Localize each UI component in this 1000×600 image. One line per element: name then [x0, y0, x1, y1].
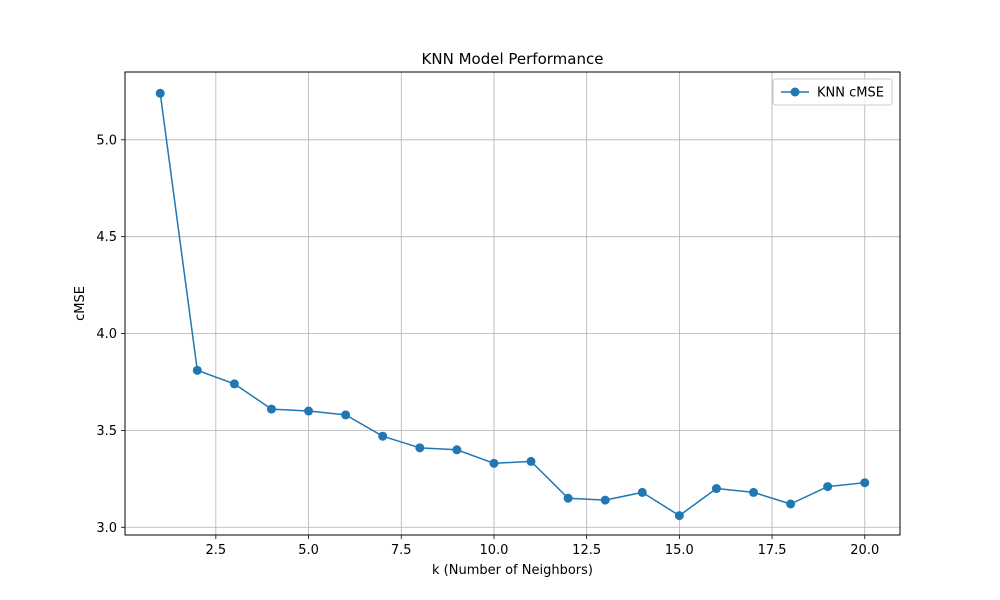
- x-tick-label: 7.5: [391, 543, 412, 558]
- data-point: [341, 410, 351, 420]
- data-point: [674, 511, 684, 521]
- data-point: [266, 404, 276, 414]
- data-point: [304, 406, 314, 416]
- y-tick-label: 4.0: [96, 327, 117, 342]
- y-tick-label: 5.0: [96, 133, 117, 148]
- x-tick-label: 15.0: [665, 543, 694, 558]
- data-point: [860, 478, 870, 488]
- data-point: [192, 365, 202, 375]
- legend-box: [772, 78, 893, 106]
- data-point: [786, 499, 796, 509]
- data-point: [489, 458, 499, 468]
- x-tick-label: 17.5: [758, 543, 787, 558]
- axis-ticks: 2.5 5.0 7.5 10.0 12.5 15.0 17.5 20.0 3.0 3.5 4.0 4.…: [96, 133, 879, 558]
- y-tick-label: 3.5: [96, 424, 117, 439]
- y-tick-label: 3.0: [96, 521, 117, 536]
- data-point: [563, 493, 573, 503]
- data-point: [749, 487, 759, 497]
- x-tick-label: 5.0: [298, 543, 319, 558]
- data-point: [600, 495, 610, 505]
- data-point: [711, 484, 721, 494]
- data-point: [526, 456, 536, 466]
- data-point: [452, 445, 462, 455]
- data-point: [378, 431, 388, 441]
- plot-frame: [124, 71, 901, 536]
- x-tick-label: 20.0: [850, 543, 879, 558]
- series-line: [159, 93, 865, 517]
- data-point: [823, 482, 833, 492]
- legend-marker-swatch: [790, 87, 800, 97]
- series-layer: [155, 88, 870, 521]
- data-point: [637, 487, 647, 497]
- chart-title: KNN Model Performance: [422, 50, 604, 68]
- legend: KNN cMSE: [772, 78, 893, 106]
- data-point: [229, 379, 239, 389]
- x-tick-label: 12.5: [572, 543, 601, 558]
- grid: [125, 72, 900, 535]
- x-tick-label: 2.5: [206, 543, 227, 558]
- legend-label: KNN cMSE: [817, 86, 884, 101]
- data-point: [155, 88, 165, 98]
- x-axis-label: k (Number of Neighbors): [432, 563, 593, 578]
- data-point: [415, 443, 425, 453]
- y-axis-label: cMSE: [73, 286, 88, 321]
- x-tick-label: 10.0: [479, 543, 508, 558]
- y-tick-label: 4.5: [96, 230, 117, 245]
